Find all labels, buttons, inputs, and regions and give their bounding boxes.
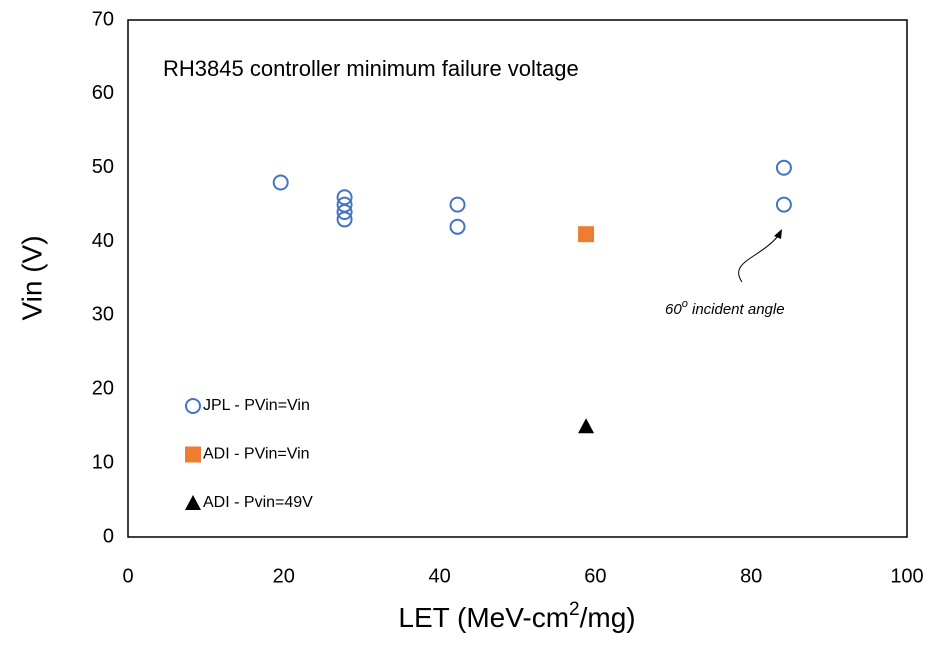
y-tick-label: 30: [92, 304, 114, 326]
arrow-head: [774, 229, 782, 239]
x-axis-label: LET (MeV-cm2/mg): [398, 599, 635, 633]
y-tick-label: 60: [92, 82, 114, 104]
x-label-sup: 2: [569, 599, 580, 620]
y-tick-label: 0: [103, 525, 114, 547]
legend-label: ADI - Pvin=49V: [203, 494, 313, 511]
y-tick-label: 70: [92, 8, 114, 30]
y-tick-label: 50: [92, 156, 114, 178]
x-tick-label: 0: [122, 565, 133, 587]
annotation: 60o incident angle: [665, 298, 785, 318]
y-tick-label: 40: [92, 230, 114, 252]
legend-label: JPL - PVin=Vin: [203, 397, 310, 414]
annotation-part: 60: [665, 301, 682, 318]
x-tick-label: 20: [273, 565, 295, 587]
plot-frame: [127, 19, 908, 538]
annotation-arrow: [738, 235, 779, 283]
marker: [578, 226, 595, 243]
marker: [449, 218, 466, 235]
x-label-part: LET (MeV-cm: [398, 602, 569, 633]
x-tick-label: 40: [428, 565, 450, 587]
y-tick-label: 10: [92, 451, 114, 473]
y-axis-label: Vin (V): [16, 235, 47, 320]
marker: [775, 196, 792, 213]
marker: [578, 418, 595, 434]
marker: [336, 204, 353, 221]
x-tick-label: 60: [584, 565, 606, 587]
chart-title: RH3845 controller minimum failure voltag…: [163, 56, 579, 81]
marker: [185, 398, 201, 414]
marker: [449, 196, 466, 213]
legend-label: ADI - PVin=Vin: [203, 446, 310, 463]
marker: [272, 174, 289, 191]
marker: [775, 159, 792, 176]
y-tick-label: 20: [92, 378, 114, 400]
annotation-part: incident angle: [688, 301, 785, 318]
x-tick-label: 80: [740, 565, 762, 587]
marker: [185, 495, 201, 510]
x-tick-label: 100: [890, 565, 923, 587]
annotation-sup: o: [682, 298, 688, 310]
x-label-part: /mg): [580, 602, 636, 633]
marker: [336, 211, 353, 228]
marker: [185, 446, 201, 463]
